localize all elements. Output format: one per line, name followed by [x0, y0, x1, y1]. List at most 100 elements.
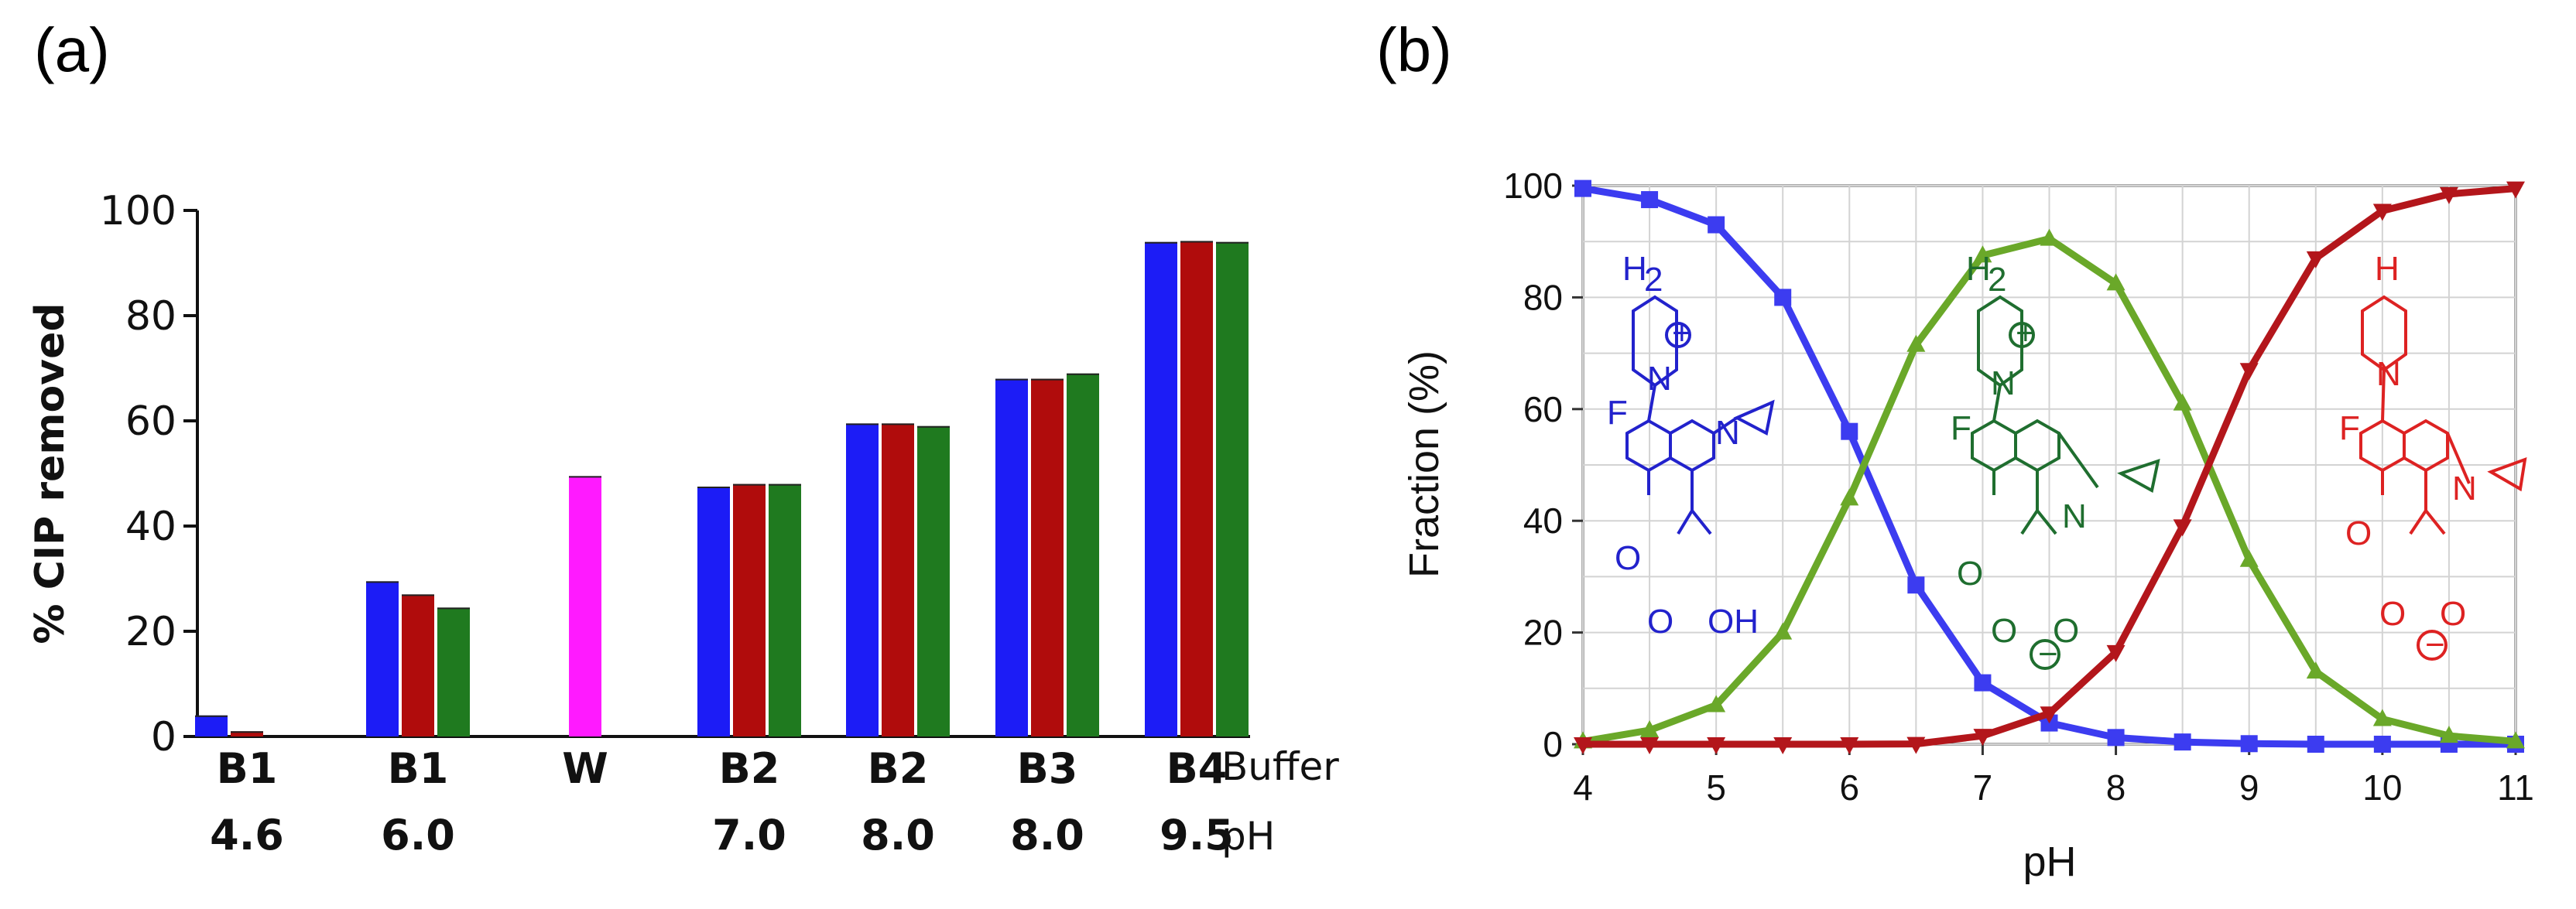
- chart-a-xtick-buffer: B2: [868, 744, 929, 793]
- chart-b-xtick-label: 9: [2239, 767, 2259, 808]
- chart-b-xtick-label: 7: [1973, 767, 1993, 808]
- point-zwitterionic: [2106, 273, 2126, 291]
- zwitterionic-o1: O: [1957, 555, 1983, 593]
- zwitterionic-n2: N: [2062, 497, 2087, 535]
- point-anionic: [1906, 736, 1926, 754]
- anionic-n2: N: [2452, 470, 2477, 507]
- chart-a-xtick-buffer: W: [562, 744, 608, 793]
- bar-b16.0-rep1: [366, 581, 399, 736]
- bar-b49.5-rep3: [1216, 241, 1249, 736]
- cationic-o2: O: [1647, 603, 1673, 641]
- bar-b38.0-rep3: [1067, 373, 1099, 736]
- point-anionic: [2040, 706, 2059, 724]
- point-anionic: [1640, 737, 1660, 754]
- point-zwitterionic: [1707, 695, 1726, 713]
- point-anionic: [1707, 737, 1726, 754]
- chart-b-xtick-label: 10: [2362, 767, 2402, 808]
- cationic-plus: +: [1672, 314, 1692, 352]
- bar-b28.0-rep2: [882, 423, 914, 736]
- chart-b-ytick-label: 80: [1523, 277, 1563, 317]
- chart-b-ylabel: Fraction (%): [1401, 350, 1447, 578]
- bar-b14.6-rep2: [231, 731, 263, 736]
- bar-b14.6-rep1: [195, 715, 228, 736]
- anionic-n1: N: [2376, 355, 2401, 393]
- cationic-f: F: [1607, 394, 1628, 432]
- anionic-o2: O: [2379, 595, 2406, 633]
- chart-b-xtick-label: 11: [2497, 767, 2534, 808]
- point-zwitterionic: [2506, 731, 2525, 749]
- chart-a-xtick-buffer: B4: [1166, 744, 1228, 793]
- chart-a-ytick-label: 80: [125, 293, 176, 340]
- anionic-f: F: [2339, 409, 2360, 447]
- zwitterionic-o2: O: [1991, 612, 2017, 650]
- point-zwitterionic: [1640, 719, 1660, 737]
- point-cationic: [2174, 733, 2191, 751]
- chart-a-ylabel: % CIP removed: [27, 302, 74, 644]
- cationic-oh: OH: [1708, 603, 1759, 641]
- chart-a: % CIP removed 0 20 40 60 80 100 B1 4.6 B1 6.0 W B2…: [27, 188, 1339, 859]
- zwitterionic-minus: −: [2038, 635, 2058, 673]
- chart-a-ytick-label: 40: [125, 504, 176, 550]
- chart-b: 4 5 6 7 8 9 10 11 0 20 40 60 80 100 Fraction (%) pH H…: [1401, 166, 2534, 885]
- chart-a-xtick-ph: 7.0: [712, 811, 786, 859]
- cationic-n2: N: [1715, 414, 1740, 452]
- bar-b27.0-rep1: [697, 487, 730, 736]
- anionic-o1: O: [2345, 514, 2372, 552]
- point-cationic: [2107, 729, 2125, 747]
- panel-a-label: (a): [34, 15, 110, 84]
- point-anionic: [1773, 737, 1793, 754]
- anionic-o3: O: [2440, 595, 2466, 633]
- point-zwitterionic: [2439, 726, 2458, 743]
- chart-a-ytick-label: 0: [151, 714, 176, 760]
- point-cationic: [2373, 736, 2391, 753]
- zwitterionic-h2-sub: 2: [1988, 261, 2006, 299]
- chart-a-xtick-buffer: B3: [1017, 744, 1078, 793]
- point-anionic: [2239, 363, 2259, 381]
- point-cationic: [1774, 289, 1792, 306]
- point-zwitterionic: [1773, 622, 1793, 640]
- point-anionic: [1840, 737, 1859, 754]
- cationic-h2: H: [1622, 250, 1647, 288]
- point-anionic: [2106, 644, 2126, 662]
- point-anionic: [2173, 519, 2192, 537]
- point-cationic: [2307, 736, 2324, 753]
- bar-b49.5-rep2: [1180, 241, 1213, 736]
- bar-b38.0-rep1: [995, 378, 1028, 736]
- cationic-o1: O: [1615, 539, 1641, 577]
- chart-b-xtick-label: 8: [2106, 767, 2126, 808]
- anionic-minus: −: [2425, 626, 2445, 664]
- point-zwitterionic: [2040, 228, 2059, 246]
- chart-a-xtick-buffer: B1: [217, 744, 278, 793]
- point-cationic: [1641, 191, 1659, 209]
- chart-a-ytick-label: 100: [100, 188, 176, 234]
- point-zwitterionic: [2372, 709, 2392, 726]
- point-cationic: [1907, 576, 1925, 594]
- structure-anionic: H F N N O O O −: [2339, 250, 2527, 664]
- bar-b27.0-rep3: [769, 484, 801, 736]
- chart-a-row-label-ph: pH: [1221, 814, 1275, 859]
- structure-cationic: H 2 + F N N O O OH: [1607, 250, 1775, 641]
- bar-b28.0-rep1: [846, 423, 879, 736]
- point-zwitterionic: [1973, 245, 1992, 263]
- structure-zwitterionic: H 2 + F N N O O O −: [1951, 250, 2160, 673]
- bar-b27.0-rep2: [733, 484, 766, 736]
- chart-a-xtick-ph: 9.5: [1160, 811, 1234, 859]
- bar-b16.0-rep2: [402, 594, 434, 736]
- chart-b-xlabel: pH: [2023, 839, 2076, 885]
- bar-b16.0-rep3: [437, 607, 470, 736]
- cationic-n1: N: [1647, 360, 1672, 398]
- point-anionic: [2506, 181, 2525, 199]
- point-anionic: [1574, 737, 1592, 754]
- zwitterionic-n1: N: [1991, 364, 2016, 402]
- point-cationic: [1841, 422, 1858, 440]
- chart-a-xtick-ph: 8.0: [1010, 811, 1084, 859]
- zwitterionic-h2: H: [1966, 250, 1991, 288]
- chart-a-ytick-label: 20: [125, 609, 176, 655]
- chart-a-row-label-buffer: Buffer: [1221, 744, 1339, 789]
- chart-b-ytick-label: 60: [1523, 389, 1563, 429]
- chart-a-ytick-label: 60: [125, 398, 176, 445]
- chart-b-ytick-label: 40: [1523, 501, 1563, 541]
- chart-b-xtick-label: 5: [1706, 767, 1726, 808]
- point-anionic: [2372, 203, 2392, 221]
